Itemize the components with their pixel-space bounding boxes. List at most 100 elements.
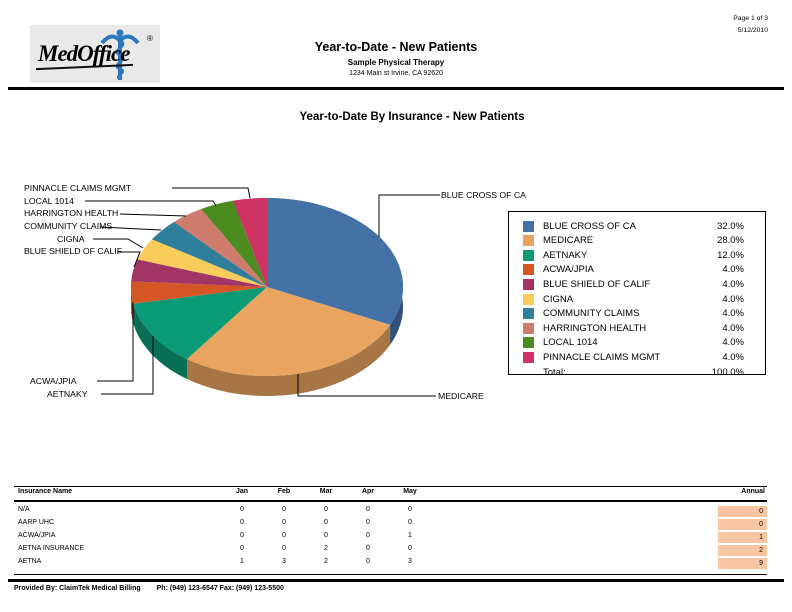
legend-swatch: [523, 249, 534, 261]
report-date: 5/12/2010: [737, 27, 768, 34]
legend-swatch: [523, 278, 534, 290]
table-row: AARP UHC 0 0 0 0 0 0: [14, 519, 767, 532]
legend-value: 4.0%: [722, 293, 744, 305]
legend-value: 100.0%: [711, 366, 744, 378]
legend-value: 28.0%: [717, 235, 744, 247]
leader-blue-cross: [378, 194, 440, 237]
leader-harrington: [119, 213, 187, 217]
callout-blue-cross: BLUE CROSS OF CA: [441, 190, 526, 200]
leader-blue-shield: [118, 251, 141, 268]
footer-divider: [8, 579, 784, 582]
legend-swatch: [523, 337, 534, 349]
callout-harrington: HARRINGTON HEALTH: [24, 208, 119, 218]
cell-month-value: 0: [366, 506, 370, 513]
cell-month-value: 3: [282, 558, 286, 565]
pie-slice-wall: [133, 303, 188, 380]
cell-month-value: 0: [408, 506, 412, 513]
pie-slice: [267, 198, 403, 325]
legend-swatch: [523, 308, 534, 320]
practice-name: Sample Physical Therapy: [347, 58, 445, 67]
cell-insurance-name: AARP UHC: [18, 519, 55, 526]
legend-value: 4.0%: [722, 264, 744, 276]
table-bottom-rule: [14, 574, 767, 575]
callout-blue-shield: BLUE SHIELD OF CALIF: [24, 246, 123, 256]
legend-row: CIGNA 4.0%: [509, 292, 765, 306]
table-row: ACWA/JPIA 0 0 0 0 1 1: [14, 532, 767, 545]
cell-month-value: 0: [366, 545, 370, 552]
legend-value: 4.0%: [722, 278, 744, 290]
legend-row: COMMUNITY CLAIMS 4.0%: [509, 307, 765, 321]
medoffice-logo: MedOffice ®: [30, 25, 160, 83]
legend-value: 4.0%: [722, 351, 744, 363]
page-info: Page 1 of 3 5/12/2010: [733, 13, 768, 37]
legend-label: BLUE SHIELD OF CALIF: [543, 278, 651, 290]
leader-community: [99, 226, 162, 231]
callout-cigna: CIGNA: [57, 234, 85, 244]
legend-swatch: [523, 220, 534, 232]
legend-total-row: Total: 100.0%: [509, 365, 765, 379]
leader-aetnaky: [101, 336, 154, 395]
col-header-insurance: Insurance Name: [18, 488, 73, 495]
cell-month-value: 0: [324, 506, 328, 513]
leader-lines: [85, 187, 440, 397]
table-header: Insurance Name Jan Feb Mar Apr May Annua…: [14, 488, 767, 499]
col-header-annual: Annual: [741, 488, 765, 495]
pie-slice: [133, 287, 267, 360]
logo-wordmark: MedOffice: [38, 41, 130, 66]
leader-local-1014: [85, 200, 217, 207]
legend-label: LOCAL 1014: [543, 337, 598, 349]
cell-annual-value: 0: [718, 506, 767, 517]
cell-month-value: 0: [366, 558, 370, 565]
callout-local-1014: LOCAL 1014: [24, 196, 74, 206]
legend-label: Total:: [543, 366, 566, 378]
legend-value: 12.0%: [717, 249, 744, 261]
legend-row: MEDICARE 28.0%: [509, 234, 765, 248]
callout-community: COMMUNITY CLAIMS: [24, 221, 113, 231]
cell-month-value: 0: [366, 519, 370, 526]
cell-month-value: 0: [240, 506, 244, 513]
table-body: N/A 0 0 0 0 0 0 AARP UHC 0 0 0 0 0 0 ACWA/JPIA 0 0 0 0 1 1 AE…: [14, 504, 767, 570]
leader-cigna: [93, 238, 144, 249]
cell-annual-value: 0: [718, 519, 767, 530]
legend-row: BLUE SHIELD OF CALIF 4.0%: [509, 277, 765, 291]
legend-value: 4.0%: [722, 308, 744, 320]
cell-month-value: 0: [282, 532, 286, 539]
cell-annual-value: 9: [718, 558, 767, 569]
cell-month-value: 2: [324, 558, 328, 565]
cell-month-value: 2: [324, 545, 328, 552]
legend-row: AETNAKY 12.0%: [509, 248, 765, 262]
col-header-feb: Feb: [277, 488, 291, 495]
pie-slice-wall: [187, 324, 391, 397]
legend-row: BLUE CROSS OF CA 32.0%: [509, 219, 765, 233]
practice-address: 1234 Main st Irvine, CA 92620: [349, 70, 443, 77]
legend-label: MEDICARE: [543, 235, 594, 247]
footer: Provided By: ClaimTek Medical Billing Ph…: [14, 585, 298, 592]
cell-month-value: 0: [240, 532, 244, 539]
registered-mark: ®: [147, 34, 153, 43]
callout-acwa: ACWA/JPIA: [30, 376, 77, 386]
header-divider: [8, 87, 784, 90]
legend-row: HARRINGTON HEALTH 4.0%: [509, 321, 765, 335]
pie-slice: [131, 281, 267, 304]
cell-annual-value: 2: [718, 545, 767, 556]
cell-month-value: 1: [408, 532, 412, 539]
pie-slice: [131, 259, 267, 287]
cell-month-value: 1: [240, 558, 244, 565]
cell-month-value: 0: [324, 519, 328, 526]
cell-insurance-name: AETNA: [18, 558, 42, 565]
col-header-apr: Apr: [361, 488, 375, 495]
chart-legend: BLUE CROSS OF CA 32.0% MEDICARE 28.0% AETNAK…: [508, 211, 766, 378]
pie-slice: [152, 222, 267, 287]
legend-row: ACWA/JPIA 4.0%: [509, 263, 765, 277]
legend-swatch: [523, 351, 534, 363]
legend-label: BLUE CROSS OF CA: [543, 220, 636, 232]
col-header-may: May: [403, 488, 417, 495]
legend-swatch: [523, 293, 534, 305]
cell-insurance-name: ACWA/JPIA: [18, 532, 56, 539]
pie-slices: [131, 198, 403, 377]
cell-insurance-name: N/A: [18, 506, 30, 513]
cell-month-value: 0: [408, 545, 412, 552]
legend-label: AETNAKY: [543, 249, 588, 261]
cell-month-value: 0: [324, 532, 328, 539]
legend-label: PINNACLE CLAIMS MGMT: [543, 351, 661, 363]
